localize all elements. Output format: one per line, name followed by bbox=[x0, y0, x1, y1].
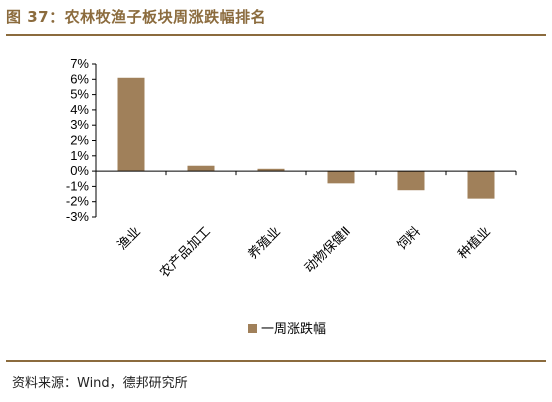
bar-chart: 7%6%5%4%3%2%1%0%-1%-2%-3% 渔业 农产品加工 养殖业 动物保健… bbox=[66, 56, 517, 337]
bar-6 bbox=[467, 171, 495, 199]
y-tick-label: -3% bbox=[66, 209, 90, 224]
bars bbox=[117, 77, 495, 199]
y-tick-label: 2% bbox=[70, 133, 89, 148]
category-label: 动物保健Ⅱ bbox=[302, 224, 354, 276]
category-labels: 渔业 农产品加工 养殖业 动物保健Ⅱ 饲料 种植业 bbox=[115, 224, 494, 281]
y-tick-label: 3% bbox=[70, 117, 89, 132]
legend: 一周涨跌幅 bbox=[248, 321, 326, 337]
category-label: 农产品加工 bbox=[157, 224, 214, 281]
y-tick-label: 0% bbox=[70, 163, 89, 178]
title-rule bbox=[6, 34, 546, 36]
bar-4 bbox=[327, 171, 355, 184]
bar-1 bbox=[117, 77, 145, 172]
category-label: 种植业 bbox=[456, 224, 494, 262]
y-tick-label: -1% bbox=[66, 178, 90, 193]
y-tick-label: 6% bbox=[70, 71, 89, 86]
legend-swatch bbox=[248, 324, 257, 333]
y-tick-label: 7% bbox=[70, 56, 89, 71]
y-axis: 7%6%5%4%3%2%1%0%-1%-2%-3% bbox=[66, 56, 97, 224]
y-tick-label: 5% bbox=[70, 87, 89, 102]
legend-label: 一周涨跌幅 bbox=[261, 321, 326, 337]
category-label: 养殖业 bbox=[245, 224, 284, 263]
y-tick-label: -2% bbox=[66, 194, 90, 209]
source-note: 资料来源：Wind，德邦研究所 bbox=[12, 376, 188, 391]
category-label: 饲料 bbox=[395, 224, 424, 253]
category-label: 渔业 bbox=[115, 224, 144, 253]
bar-2 bbox=[187, 165, 215, 172]
bar-3 bbox=[257, 168, 285, 172]
bar-5 bbox=[397, 171, 425, 191]
chart-title: 图 37：农林牧渔子板块周涨跌幅排名 bbox=[6, 8, 267, 26]
x-axis bbox=[95, 170, 517, 176]
source-rule bbox=[6, 360, 546, 362]
y-tick-label: 4% bbox=[70, 102, 89, 117]
y-tick-label: 1% bbox=[70, 148, 89, 163]
